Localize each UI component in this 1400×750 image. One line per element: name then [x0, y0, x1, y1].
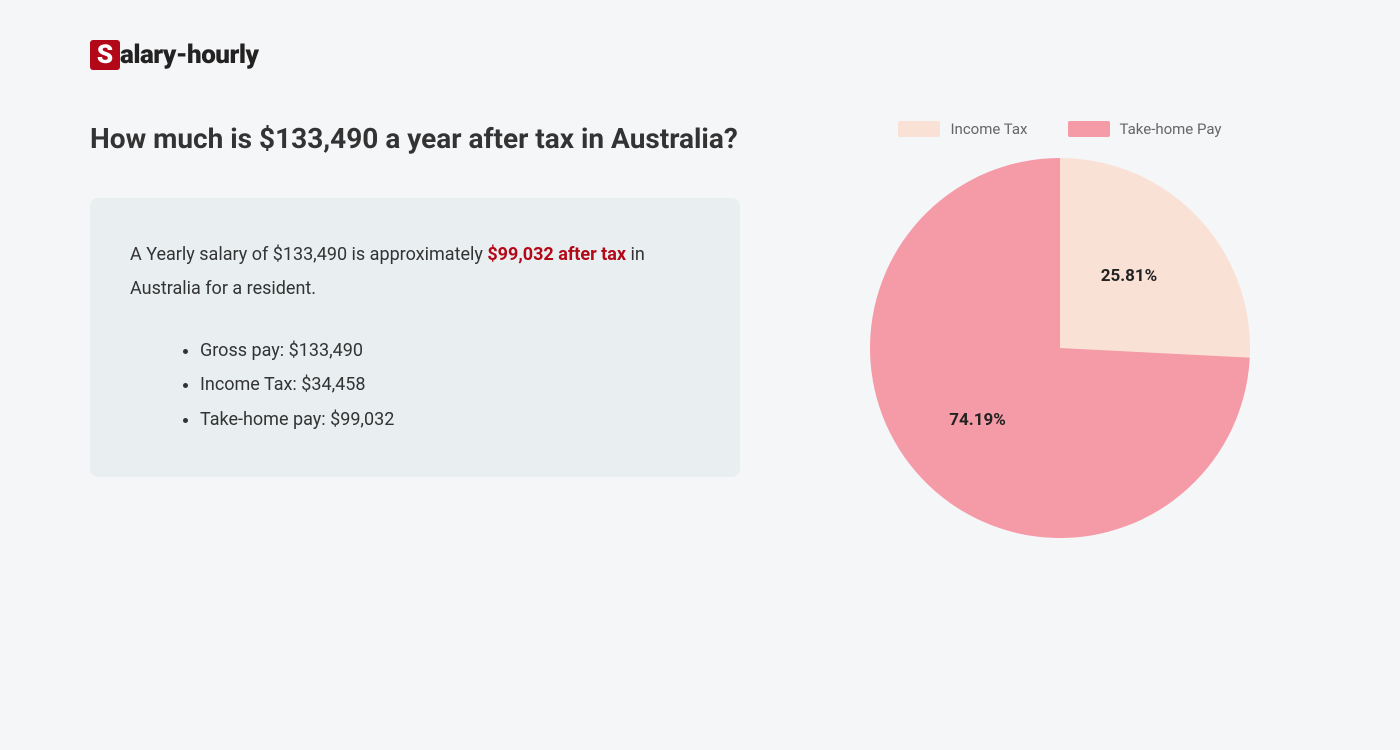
- pie-chart: 25.81% 74.19%: [870, 158, 1250, 538]
- legend-swatch: [1068, 121, 1110, 137]
- chart-legend: Income Tax Take-home Pay: [898, 120, 1221, 138]
- detail-item: Income Tax: $34,458: [200, 368, 700, 402]
- summary-card: A Yearly salary of $133,490 is approxima…: [90, 198, 740, 477]
- summary-highlight: $99,032 after tax: [487, 244, 626, 265]
- logo-letter: S: [90, 40, 120, 70]
- chart-column: Income Tax Take-home Pay 25.81% 74.19%: [800, 120, 1320, 538]
- slice-label-income-tax: 25.81%: [1101, 266, 1158, 286]
- left-column: How much is $133,490 a year after tax in…: [80, 120, 740, 538]
- details-list: Gross pay: $133,490 Income Tax: $34,458 …: [130, 334, 700, 437]
- site-logo: S alary-hourly: [90, 40, 1320, 70]
- detail-item: Take-home pay: $99,032: [200, 403, 700, 437]
- page-heading: How much is $133,490 a year after tax in…: [90, 120, 740, 158]
- detail-item: Gross pay: $133,490: [200, 334, 700, 368]
- legend-item-income-tax: Income Tax: [898, 120, 1027, 138]
- summary-text: A Yearly salary of $133,490 is approxima…: [130, 238, 700, 306]
- slice-label-take-home: 74.19%: [949, 410, 1006, 430]
- legend-label: Income Tax: [950, 120, 1027, 138]
- legend-label: Take-home Pay: [1120, 120, 1222, 138]
- logo-text: alary-hourly: [120, 40, 258, 70]
- main-content: How much is $133,490 a year after tax in…: [80, 120, 1320, 538]
- summary-prefix: A Yearly salary of $133,490 is approxima…: [130, 244, 487, 265]
- legend-item-take-home: Take-home Pay: [1068, 120, 1222, 138]
- legend-swatch: [898, 121, 940, 137]
